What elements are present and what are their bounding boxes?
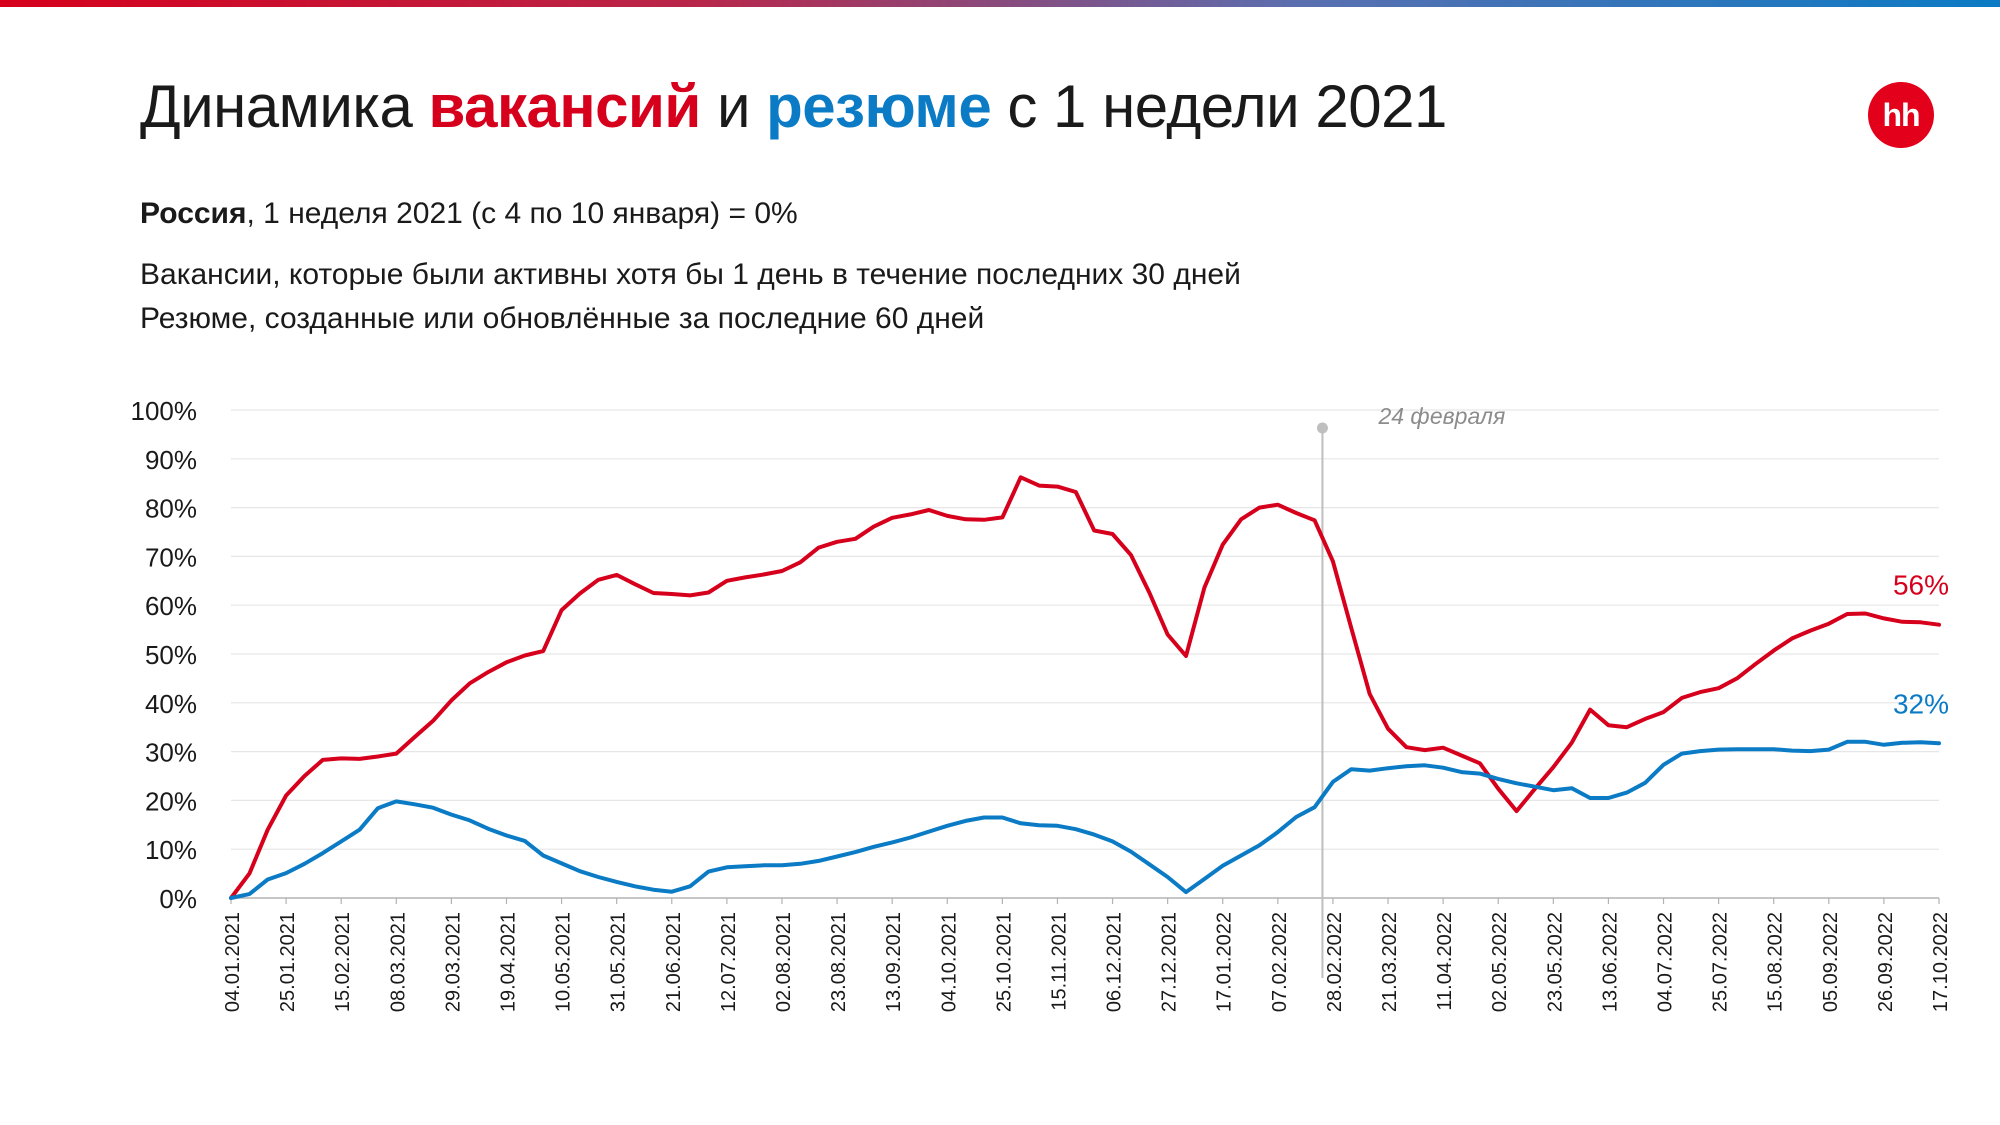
x-tick-label: 25.01.2021 xyxy=(277,912,299,1012)
event-dot xyxy=(1316,422,1328,434)
description-vacancies: Вакансии, которые были активны хотя бы 1… xyxy=(140,258,1241,291)
x-tick-label: 06.12.2021 xyxy=(1104,912,1126,1012)
x-tick-label: 05.09.2022 xyxy=(1820,912,1842,1012)
x-tick-label: 04.07.2022 xyxy=(1655,912,1677,1012)
x-tick-label: 27.12.2021 xyxy=(1159,912,1181,1012)
event-marker: 24 февраля xyxy=(1316,403,1505,978)
x-tick-label: 21.03.2022 xyxy=(1379,912,1401,1012)
x-tick-label: 11.04.2022 xyxy=(1434,912,1456,1011)
x-tick-label: 28.02.2022 xyxy=(1324,912,1346,1012)
x-tick-label: 31.05.2021 xyxy=(608,912,630,1012)
grid-layer xyxy=(231,409,1939,899)
x-tick-label: 02.08.2021 xyxy=(773,912,795,1012)
y-tick-label: 80% xyxy=(145,494,197,524)
x-tick-label: 23.08.2021 xyxy=(828,912,850,1012)
title-vacancies: вакансий xyxy=(428,73,702,140)
x-tick-label: 08.03.2021 xyxy=(387,912,409,1012)
x-tick-label: 19.04.2021 xyxy=(497,912,519,1012)
subtitle-region: Россия xyxy=(140,197,247,230)
x-tick-label: 23.05.2022 xyxy=(1544,912,1566,1012)
x-tick-label: 25.10.2021 xyxy=(993,912,1015,1012)
subtitle-baseline: , 1 неделя 2021 (с 4 по 10 января) = 0% xyxy=(246,197,798,230)
x-tick-label: 13.09.2021 xyxy=(883,912,905,1012)
y-axis-labels: 0% 10% 20% 30% 40% 50% 60% 70% 80% 90% 100% xyxy=(131,396,198,914)
y-tick-label: 20% xyxy=(145,786,197,816)
y-tick-label: 70% xyxy=(145,542,197,572)
x-tick-label: 17.01.2022 xyxy=(1214,912,1236,1012)
end-labels: 56% 32% xyxy=(1893,570,1949,720)
x-tick-label: 02.05.2022 xyxy=(1489,912,1511,1012)
x-tick-label: 12.07.2021 xyxy=(718,912,740,1012)
x-tick-label: 26.09.2022 xyxy=(1875,912,1897,1012)
subtitle: Россия, 1 неделя 2021 (с 4 по 10 января)… xyxy=(140,197,798,231)
y-tick-label: 90% xyxy=(145,445,197,475)
x-tick-label: 21.06.2021 xyxy=(663,912,685,1012)
title-conjunction: и xyxy=(700,73,767,140)
x-tick-label: 04.01.2021 xyxy=(222,912,244,1012)
title-prefix: Динамика xyxy=(140,73,429,140)
series-layer xyxy=(229,475,1941,900)
x-tick-label: 04.10.2021 xyxy=(938,912,960,1012)
vacancies-end-label: 56% xyxy=(1893,570,1949,601)
resumes-line xyxy=(229,739,1941,900)
hh-logo-text: hh xyxy=(1882,96,1920,133)
y-tick-label: 100% xyxy=(131,396,198,426)
vacancies-line xyxy=(229,475,1941,900)
x-tick-label: 13.06.2022 xyxy=(1599,912,1621,1012)
title-resumes: резюме xyxy=(766,73,992,140)
x-tick-label: 15.11.2021 xyxy=(1048,912,1070,1011)
x-tick-label: 15.02.2021 xyxy=(332,912,354,1012)
x-tick-label: 10.05.2021 xyxy=(553,912,575,1012)
resumes-end-label: 32% xyxy=(1893,688,1949,719)
y-tick-label: 10% xyxy=(145,835,197,865)
x-tick-label: 07.02.2022 xyxy=(1269,912,1291,1012)
y-tick-label: 0% xyxy=(159,884,197,914)
y-tick-label: 40% xyxy=(145,689,197,719)
x-tick-label: 25.07.2022 xyxy=(1710,912,1732,1012)
x-tick-label: 29.03.2021 xyxy=(442,912,464,1012)
event-label: 24 февраля xyxy=(1377,403,1505,429)
top-accent-bar xyxy=(0,0,2000,7)
x-tick-label: 17.10.2022 xyxy=(1930,912,1952,1012)
x-tick-label: 15.08.2022 xyxy=(1765,912,1787,1012)
y-tick-label: 60% xyxy=(145,591,197,621)
x-axis-labels: 04.01.2021 25.01.2021 15.02.2021 08.03.2021… xyxy=(222,898,1952,1012)
hh-logo: hh xyxy=(1868,82,1934,148)
description-resumes: Резюме, созданные или обновлённые за пос… xyxy=(140,302,985,335)
y-tick-label: 30% xyxy=(145,738,197,768)
y-tick-label: 50% xyxy=(145,640,197,670)
page-title: Динамика вакансий и резюме с 1 недели 20… xyxy=(140,72,1447,141)
title-suffix: с 1 недели 2021 xyxy=(991,73,1447,140)
